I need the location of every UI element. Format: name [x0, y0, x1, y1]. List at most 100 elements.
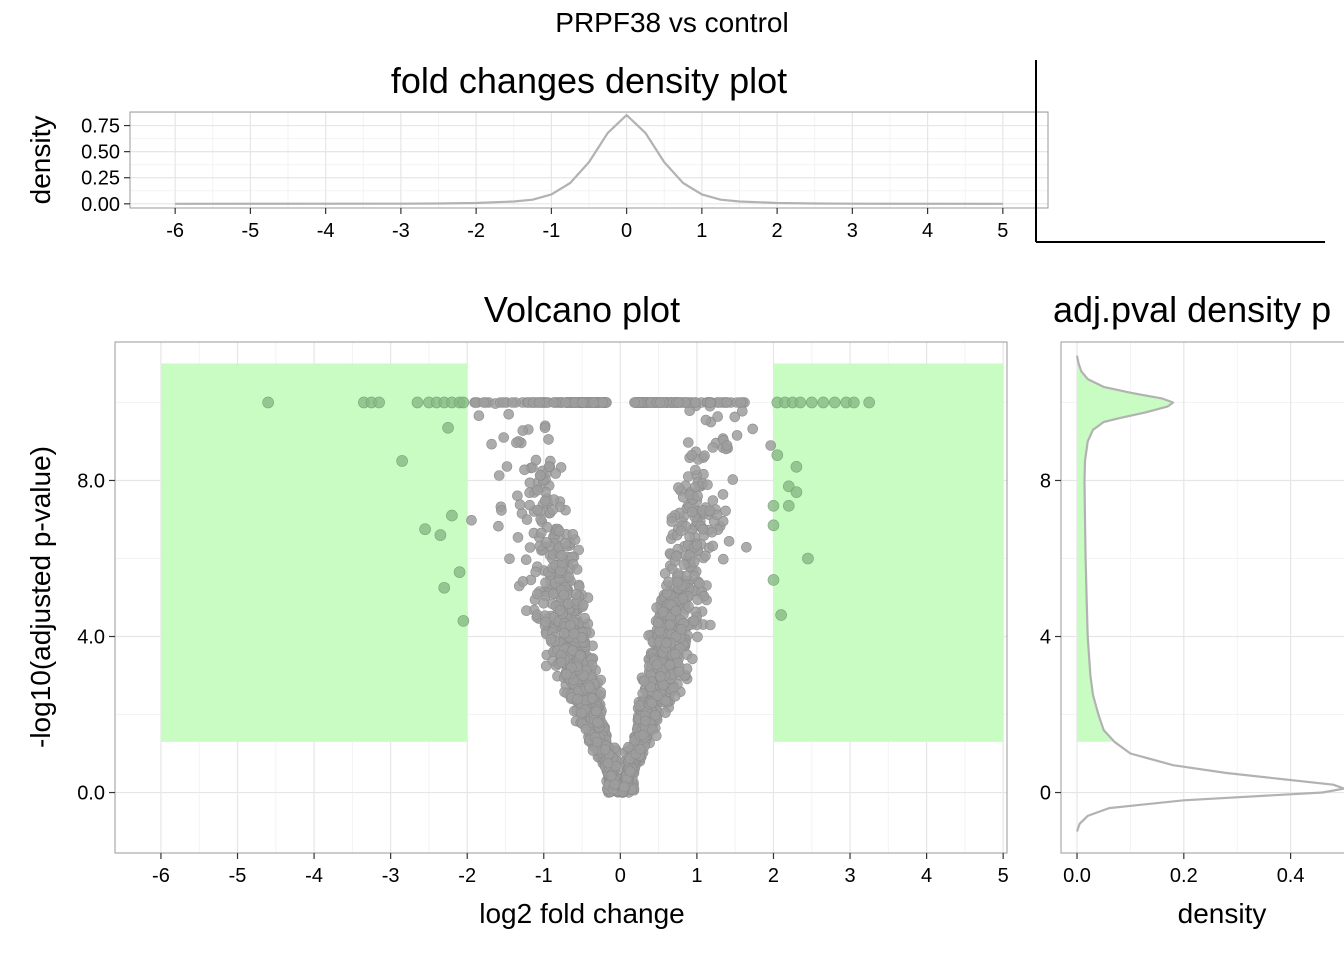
volcano-significant-point [794, 396, 807, 409]
volcano-significant-point [411, 396, 424, 409]
volcano-point [572, 693, 583, 705]
volcano-point [706, 526, 718, 538]
volcano-point [512, 532, 524, 543]
volcano-point [723, 535, 735, 547]
volcano-point [519, 464, 530, 476]
volcano-point [556, 550, 567, 561]
volcano-point [498, 432, 510, 443]
volcano-point [682, 437, 694, 448]
volcano-point [532, 504, 544, 516]
x-tick-label: 3 [844, 865, 855, 887]
x-tick-label: -6 [152, 865, 170, 887]
volcano-point [466, 514, 477, 526]
volcano-significant-point [805, 396, 818, 409]
volcano-point [602, 757, 614, 769]
volcano-point [660, 695, 672, 707]
volcano-point [605, 770, 617, 782]
volcano-point [599, 744, 611, 755]
volcano-point [580, 723, 592, 735]
volcano-point [666, 516, 678, 527]
volcano-significant-point [442, 422, 454, 434]
volcano-point [634, 700, 645, 711]
volcano-point [655, 671, 666, 682]
volcano-point [731, 430, 743, 441]
volcano-point [493, 470, 505, 481]
y-tick-label: 0.0 [77, 783, 105, 805]
volcano-point [591, 736, 603, 748]
volcano-point [514, 499, 526, 511]
volcano-point [690, 397, 701, 408]
x-tick-label: 4 [922, 220, 933, 242]
volcano-title: Volcano plot [484, 289, 680, 330]
volcano-point [517, 425, 529, 436]
volcano-point [579, 612, 591, 624]
volcano-point [736, 405, 748, 417]
volcano-point [530, 454, 542, 466]
volcano-point [670, 605, 682, 617]
x-tick-label: -4 [305, 865, 323, 887]
volcano-point [707, 540, 719, 552]
volcano-point [520, 554, 532, 566]
volcano-point [531, 588, 543, 600]
volcano-point [624, 765, 636, 777]
y-tick-label: 8.0 [77, 470, 105, 492]
volcano-point [521, 605, 532, 617]
fold-density-grid [130, 112, 1048, 208]
volcano-point [684, 531, 695, 543]
volcano-significant-point [790, 486, 803, 498]
volcano-point [504, 553, 515, 565]
volcano-significant-point [457, 615, 470, 627]
volcano-point [530, 566, 542, 578]
volcano-point [677, 593, 689, 604]
volcano-point [629, 397, 640, 408]
pval-density-title: adj.pval density p [1053, 289, 1331, 330]
volcano-point [717, 489, 729, 500]
fold-density-x-ticks: -6 -5 -4 -3 -2 -1 0 1 2 3 4 5 [166, 208, 1008, 242]
volcano-point [486, 438, 497, 450]
y-tick-label: 4 [1040, 627, 1051, 649]
volcano-point [652, 690, 663, 701]
volcano-significant-point [863, 396, 875, 409]
volcano-point [534, 469, 546, 481]
volcano-significant-point [434, 529, 447, 541]
volcano-point [675, 623, 687, 635]
volcano-significant-point [453, 566, 466, 578]
volcano-point [669, 648, 681, 660]
volcano-point [568, 628, 580, 639]
y-tick-label: 0.25 [81, 168, 120, 190]
pval-density-curves [1075, 355, 1344, 832]
volcano-point [637, 688, 649, 699]
volcano-point [540, 537, 552, 548]
x-tick-label: 0.2 [1170, 865, 1198, 887]
volcano-point [503, 408, 515, 420]
volcano-significant-point [782, 500, 795, 512]
volcano-point [688, 556, 700, 568]
pval-density-y-ticks: 0 4 8 [1040, 470, 1061, 805]
volcano-point [646, 697, 658, 709]
volcano-point [692, 631, 703, 643]
volcano-point [524, 477, 536, 489]
volcano-point [538, 597, 550, 609]
x-tick-label: -3 [392, 220, 410, 242]
volcano-point [702, 479, 713, 491]
volcano-point [547, 504, 559, 516]
x-tick-label: 0.4 [1277, 865, 1305, 887]
x-tick-label: 0 [621, 220, 632, 242]
volcano-point [586, 692, 598, 704]
volcano-significant-point [802, 552, 814, 565]
volcano-point [539, 422, 551, 434]
volcano-highlight-regions [160, 363, 1004, 742]
volcano-point [512, 490, 523, 502]
volcano-point [545, 634, 557, 645]
volcano-point [498, 397, 509, 408]
volcano-point [543, 434, 554, 445]
volcano-significant-point [767, 519, 780, 532]
volcano-border [114, 341, 1008, 854]
x-tick-label: 0.0 [1063, 865, 1091, 887]
volcano-point [588, 397, 600, 408]
volcano-point [540, 660, 552, 672]
volcano-point [765, 440, 777, 451]
fold-density-panel: fold changes density plot -6 -5 -4 -3 -2 -1 0 1… [25, 60, 1049, 242]
volcano-point [577, 599, 589, 611]
